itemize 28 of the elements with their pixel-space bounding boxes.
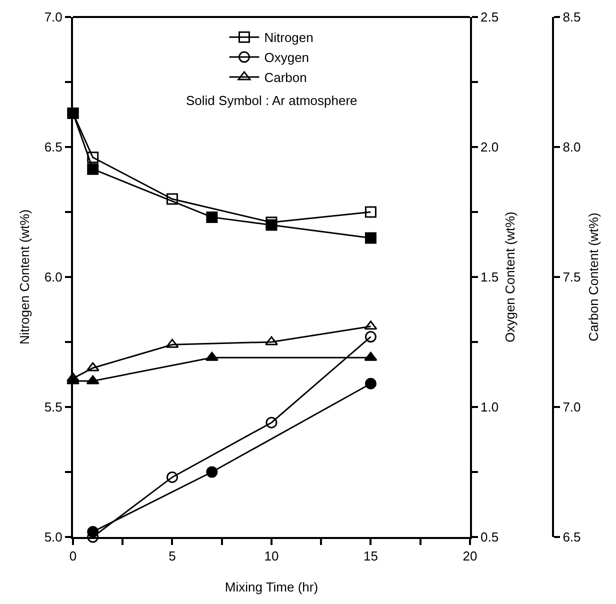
y3-tick-label: 8.5 [562,10,581,25]
y3-tick-label: 8.0 [562,140,581,155]
y3-tick-label: 7.0 [562,400,581,415]
y2-tick-label: 2.0 [480,140,499,155]
legend-label: Nitrogen [264,30,314,46]
x-tick-label: 20 [462,548,478,564]
y2-tick-label: 1.0 [480,400,499,415]
y3-tick-label: 7.5 [562,270,581,285]
y3-axis-title: Carbon Content (wt%) [586,212,601,342]
y2-axis-title: Oxygen Content (wt%) [502,212,518,342]
y2-tick-label: 1.5 [480,270,499,285]
y-tick-label: 5.0 [44,530,62,545]
legend-label: Carbon [264,70,307,86]
y3-tick-label: 6.5 [562,530,581,545]
x-tick-label: 5 [168,548,176,564]
y-tick-label: 6.5 [44,140,62,155]
annotation: Solid Symbol : Ar atmosphere [186,93,358,108]
x-tick-label: 10 [264,548,279,564]
y-tick-label: 6.0 [44,270,62,285]
y2-tick-label: 2.5 [480,10,499,25]
x-tick-label: 15 [363,548,378,564]
y2-tick-label: 0.5 [480,530,499,545]
y-tick-label: 7.0 [44,10,62,25]
y-tick-label: 5.5 [44,400,62,415]
x-tick-label: 0 [69,548,77,564]
legend-label: Oxygen [264,50,310,66]
y-axis-title: Nitrogen Content (wt%) [16,209,32,345]
x-axis-title: Mixing Time (hr) [224,580,318,595]
